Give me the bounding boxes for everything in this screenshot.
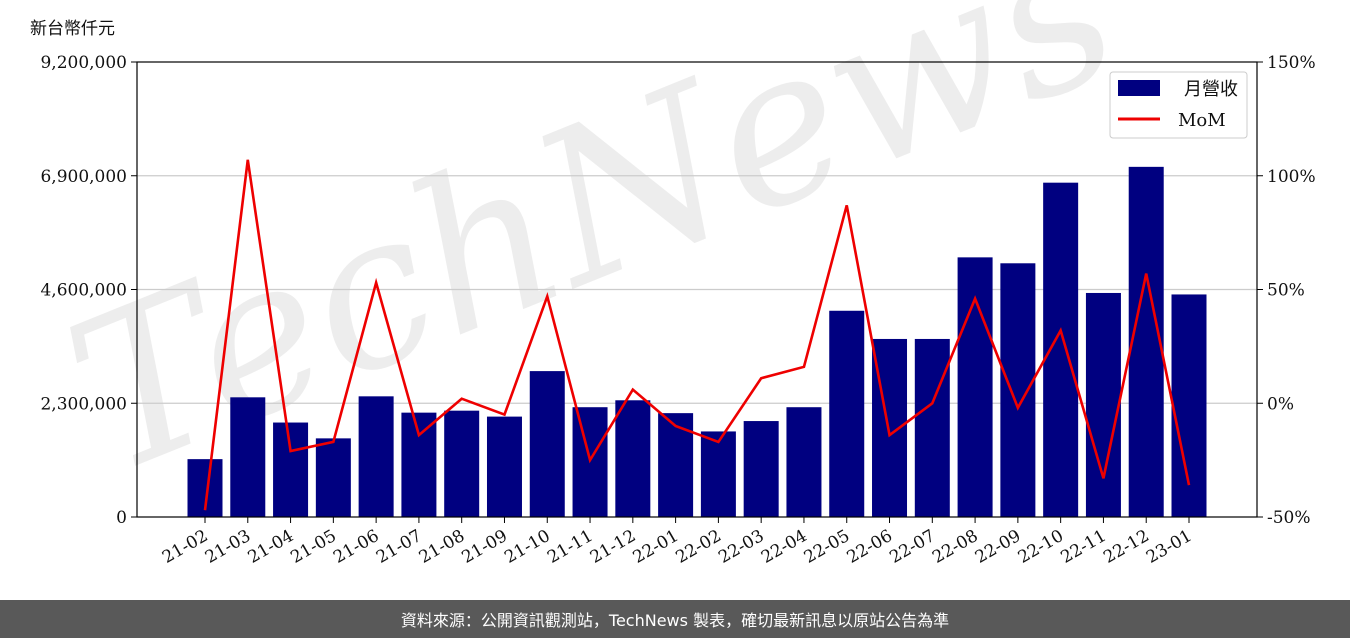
bar: [1043, 182, 1079, 517]
right-tick-label: 100%: [1267, 167, 1316, 187]
x-tick-label: 21-08: [416, 526, 468, 568]
right-tick-label: -50%: [1267, 508, 1311, 528]
bar: [700, 431, 736, 517]
x-tick-label: 21-05: [287, 526, 339, 568]
left-tick-label: 4,600,000: [40, 281, 127, 301]
left-tick-label: 9,200,000: [40, 53, 127, 73]
x-tick-label: 22-12: [1100, 526, 1152, 568]
left-tick-label: 6,900,000: [40, 167, 127, 187]
left-tick-label: 0: [116, 508, 127, 528]
bar: [1000, 263, 1036, 517]
x-tick-label: 21-02: [159, 526, 211, 568]
bar: [401, 412, 437, 517]
bar: [358, 396, 394, 517]
x-tick-label: 22-04: [758, 526, 810, 568]
right-tick-label: 50%: [1267, 281, 1305, 301]
bar: [273, 422, 309, 517]
bar: [486, 416, 522, 517]
x-tick-label: 22-05: [801, 526, 853, 568]
bar: [658, 413, 694, 517]
x-tick-label: 22-07: [886, 526, 938, 568]
bar: [315, 438, 351, 517]
legend-swatch-bar: [1118, 80, 1160, 96]
bar: [829, 310, 865, 517]
x-tick-label: 21-11: [544, 526, 596, 568]
legend-label-line: MoM: [1178, 110, 1226, 131]
bar: [914, 338, 950, 517]
x-tick-label: 22-02: [672, 526, 724, 568]
source-footer: 資料來源：公開資訊觀測站，TechNews 製表，確切最新訊息以原站公告為準: [0, 600, 1350, 638]
x-tick-label: 21-10: [501, 526, 553, 568]
x-tick-label: 23-01: [1143, 526, 1195, 568]
x-tick-label: 21-09: [459, 526, 511, 568]
bar: [529, 371, 565, 517]
x-tick-label: 21-04: [245, 526, 297, 568]
x-tick-label: 22-08: [929, 526, 981, 568]
mom-line-series: [203, 159, 1191, 511]
bar: [444, 410, 480, 517]
x-tick-label: 21-12: [587, 526, 639, 568]
x-tick-label: 22-06: [844, 526, 896, 568]
x-tick-label: 21-07: [373, 526, 425, 568]
legend: 月營收 MoM: [1109, 71, 1248, 139]
revenue-chart: TechNews 02,300,0004,600,0006,900,0009,2…: [39, 0, 1316, 568]
x-tick-label: 22-03: [715, 526, 767, 568]
left-axis-unit-label: 新台幣仟元: [30, 19, 115, 39]
bar: [230, 397, 266, 517]
legend-label-bar: 月營收: [1184, 79, 1238, 100]
x-tick-label: 21-03: [202, 526, 254, 568]
x-tick-label: 22-11: [1057, 526, 1109, 568]
bar: [1085, 292, 1121, 517]
bar: [743, 421, 779, 517]
right-tick-label: 150%: [1267, 53, 1316, 73]
x-tick-label: 22-10: [1015, 526, 1067, 568]
bar: [615, 400, 651, 517]
left-tick-label: 2,300,000: [40, 394, 127, 414]
x-tick-label: 22-01: [630, 526, 682, 568]
right-tick-label: 0%: [1267, 394, 1294, 414]
bar-series: [187, 166, 1207, 517]
x-tick-label: 22-09: [972, 526, 1024, 568]
bar: [786, 407, 822, 517]
bar: [1128, 166, 1164, 517]
x-tick-label: 21-06: [330, 526, 382, 568]
mom-line: [203, 159, 1191, 511]
